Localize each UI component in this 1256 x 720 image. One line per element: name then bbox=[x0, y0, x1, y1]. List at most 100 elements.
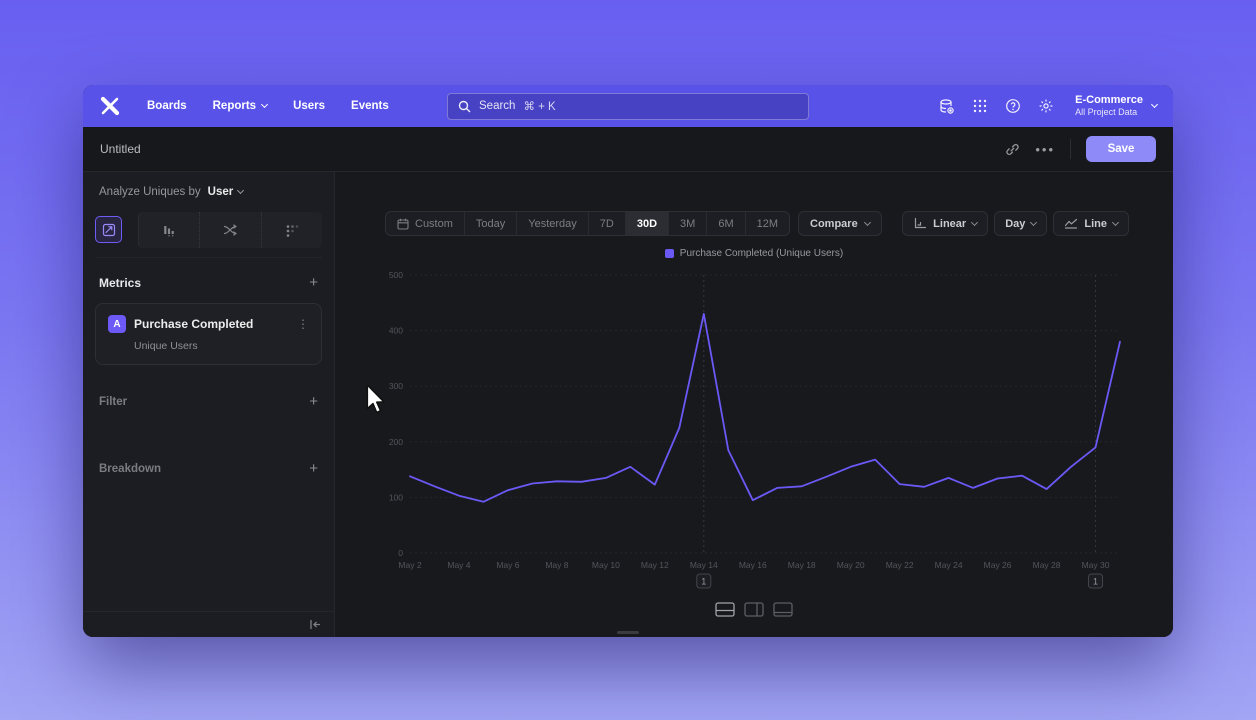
resize-handle[interactable] bbox=[617, 631, 639, 634]
range-12m[interactable]: 12M bbox=[744, 212, 789, 235]
tab-funnels[interactable] bbox=[139, 212, 199, 248]
report-type-tabs bbox=[95, 211, 322, 258]
date-range-group: Custom Today Yesterday 7D 30D 3M 6M 12M bbox=[385, 211, 791, 236]
chevron-down-icon bbox=[1111, 218, 1120, 226]
report-title[interactable]: Untitled bbox=[100, 142, 141, 156]
layout-split-vertical-icon[interactable] bbox=[744, 602, 764, 617]
nav-item-users[interactable]: Users bbox=[293, 100, 326, 112]
nav-item-boards[interactable]: Boards bbox=[147, 100, 187, 112]
range-yesterday[interactable]: Yesterday bbox=[516, 212, 588, 235]
retention-icon bbox=[286, 224, 299, 237]
query-sidebar: Analyze Uniques by User bbox=[83, 172, 335, 637]
svg-text:May 6: May 6 bbox=[496, 560, 519, 570]
chart-pane: Custom Today Yesterday 7D 30D 3M 6M 12M Compare… bbox=[335, 172, 1173, 637]
sidebar-footer bbox=[83, 611, 334, 637]
flows-icon bbox=[223, 223, 237, 236]
svg-text:1: 1 bbox=[1093, 577, 1098, 587]
svg-text:May 30: May 30 bbox=[1082, 560, 1110, 570]
metric-badge: A bbox=[108, 315, 126, 333]
project-name: E-Commerce bbox=[1075, 94, 1143, 106]
layout-split-horizontal-icon[interactable] bbox=[773, 602, 793, 617]
project-selector[interactable]: E-Commerce All Project Data bbox=[1075, 94, 1159, 118]
data-icon[interactable] bbox=[938, 98, 955, 115]
apps-grid-icon[interactable] bbox=[972, 98, 988, 114]
nav-item-reports[interactable]: Reports bbox=[213, 100, 269, 112]
legend-label: Purchase Completed (Unique Users) bbox=[679, 248, 844, 259]
metric-card[interactable]: A Purchase Completed ⋮ Unique Users bbox=[95, 303, 322, 365]
svg-text:400: 400 bbox=[389, 326, 403, 336]
metric-kebab-menu[interactable]: ⋮ bbox=[297, 317, 309, 331]
search-input[interactable]: Search ⌘ + K bbox=[447, 92, 809, 120]
chart-type-label: Line bbox=[1084, 217, 1107, 230]
linear-axis-icon bbox=[915, 217, 927, 229]
top-nav: Boards Reports Users Events Search ⌘ + K bbox=[83, 85, 1173, 127]
chart-type-dropdown[interactable]: Line bbox=[1053, 211, 1129, 236]
add-metric-button[interactable]: + bbox=[309, 274, 318, 291]
analyze-row: Analyze Uniques by User bbox=[83, 172, 334, 210]
breakdown-label: Breakdown bbox=[99, 462, 161, 475]
search-icon bbox=[458, 100, 471, 113]
range-6m[interactable]: 6M bbox=[706, 212, 744, 235]
svg-text:May 26: May 26 bbox=[984, 560, 1012, 570]
svg-text:May 16: May 16 bbox=[739, 560, 767, 570]
more-menu-button[interactable]: ••• bbox=[1035, 141, 1055, 157]
mixpanel-logo-icon[interactable] bbox=[99, 96, 121, 116]
svg-text:May 12: May 12 bbox=[641, 560, 669, 570]
nav-items: Boards Reports Users Events bbox=[147, 100, 389, 112]
legend-swatch bbox=[664, 249, 674, 258]
svg-text:May 20: May 20 bbox=[837, 560, 865, 570]
granularity-dropdown[interactable]: Day bbox=[994, 211, 1048, 236]
save-button[interactable]: Save bbox=[1086, 136, 1156, 162]
svg-text:May 28: May 28 bbox=[1033, 560, 1061, 570]
search-label: Search bbox=[479, 100, 516, 112]
layout-switcher bbox=[715, 602, 793, 617]
add-filter-button[interactable]: + bbox=[309, 393, 318, 410]
nav-item-events[interactable]: Events bbox=[351, 100, 389, 112]
range-3m[interactable]: 3M bbox=[668, 212, 706, 235]
analyze-prefix: Analyze Uniques by bbox=[99, 186, 201, 198]
svg-text:300: 300 bbox=[389, 381, 403, 391]
divider bbox=[1070, 139, 1071, 159]
chevron-down-icon bbox=[1030, 218, 1038, 226]
metrics-label: Metrics bbox=[99, 275, 142, 290]
svg-text:1: 1 bbox=[701, 577, 706, 587]
line-chart[interactable]: 0 100 200 300 400 500 1 1 May 2 May 4 May 6 May 8 Ma… bbox=[365, 267, 1155, 597]
search-shortcut: ⌘ + K bbox=[523, 101, 556, 113]
range-7d[interactable]: 7D bbox=[587, 212, 625, 235]
svg-text:May 24: May 24 bbox=[935, 560, 963, 570]
range-today[interactable]: Today bbox=[463, 212, 516, 235]
report-type-tab-group bbox=[138, 211, 322, 248]
metric-subtitle[interactable]: Unique Users bbox=[134, 340, 198, 352]
metrics-section-header: Metrics + bbox=[83, 258, 334, 299]
svg-text:May 8: May 8 bbox=[545, 560, 568, 570]
tab-retention[interactable] bbox=[260, 211, 322, 248]
tab-flows[interactable] bbox=[199, 211, 260, 248]
breakdown-section-header: Breakdown + bbox=[83, 444, 334, 485]
svg-text:May 2: May 2 bbox=[398, 560, 421, 570]
add-breakdown-button[interactable]: + bbox=[309, 460, 318, 477]
svg-text:May 22: May 22 bbox=[886, 560, 914, 570]
chevron-down-icon bbox=[1150, 100, 1159, 109]
link-icon[interactable] bbox=[1005, 142, 1020, 157]
range-custom[interactable]: Custom bbox=[386, 212, 464, 235]
report-titlebar: Untitled ••• Save bbox=[83, 127, 1173, 172]
svg-text:200: 200 bbox=[389, 437, 403, 447]
range-30d[interactable]: 30D bbox=[624, 212, 669, 235]
compare-button[interactable]: Compare bbox=[798, 211, 882, 236]
help-icon[interactable] bbox=[1005, 98, 1021, 114]
settings-gear-icon[interactable] bbox=[1038, 98, 1054, 114]
scale-dropdown[interactable]: Linear bbox=[902, 211, 989, 236]
svg-text:0: 0 bbox=[398, 548, 403, 558]
tab-insights[interactable] bbox=[95, 216, 122, 243]
chart-toolbar: Custom Today Yesterday 7D 30D 3M 6M 12M Compare… bbox=[385, 211, 1129, 236]
collapse-left-icon bbox=[310, 619, 321, 630]
filter-section-header: Filter + bbox=[83, 377, 334, 418]
mouse-cursor bbox=[363, 384, 389, 420]
bars-icon bbox=[164, 225, 174, 236]
insights-icon bbox=[102, 223, 115, 236]
layout-chart-icon[interactable] bbox=[715, 602, 735, 617]
svg-text:May 10: May 10 bbox=[592, 560, 620, 570]
analyze-value-dropdown[interactable]: User bbox=[207, 186, 234, 198]
scale-label: Linear bbox=[933, 217, 967, 230]
collapse-sidebar-button[interactable] bbox=[308, 618, 322, 631]
